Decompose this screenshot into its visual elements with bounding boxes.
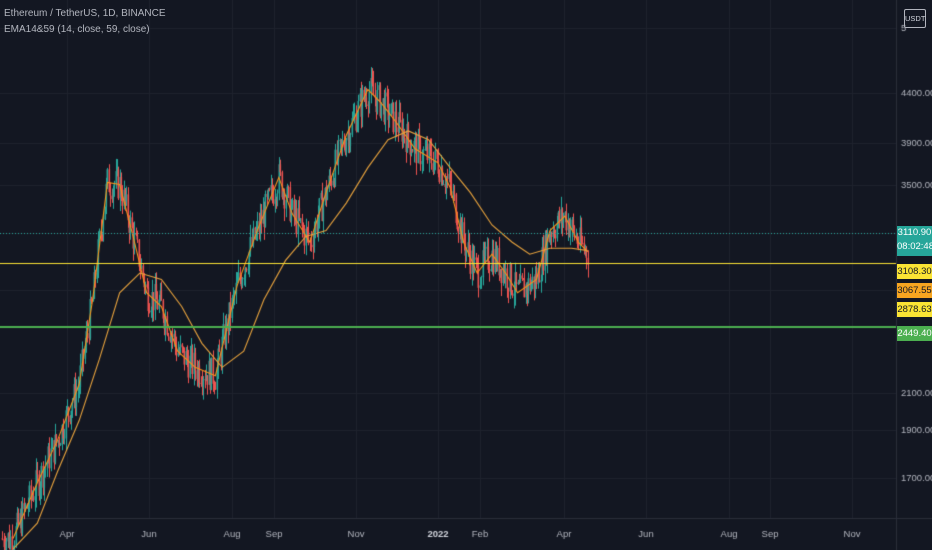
last-price-tag: 3110.90 08:02:48	[897, 226, 932, 256]
countdown-label: 08:02:48	[897, 241, 932, 252]
last-price-label: 3110.90	[897, 227, 932, 238]
indicator-label[interactable]: EMA14&59 (14, close, 59, close)	[4, 24, 150, 35]
chart-title: Ethereum / TetherUS, 1D, BINANCE	[4, 8, 166, 19]
hline-green-price-tag: 2449.40	[897, 326, 932, 341]
ema-long-price-tag: 2878.63	[897, 302, 932, 317]
currency-button[interactable]: USDT	[904, 9, 926, 28]
hline-yellow-price-tag: 3108.30	[897, 264, 932, 279]
ema-price-tag: 3067.55	[897, 283, 932, 298]
